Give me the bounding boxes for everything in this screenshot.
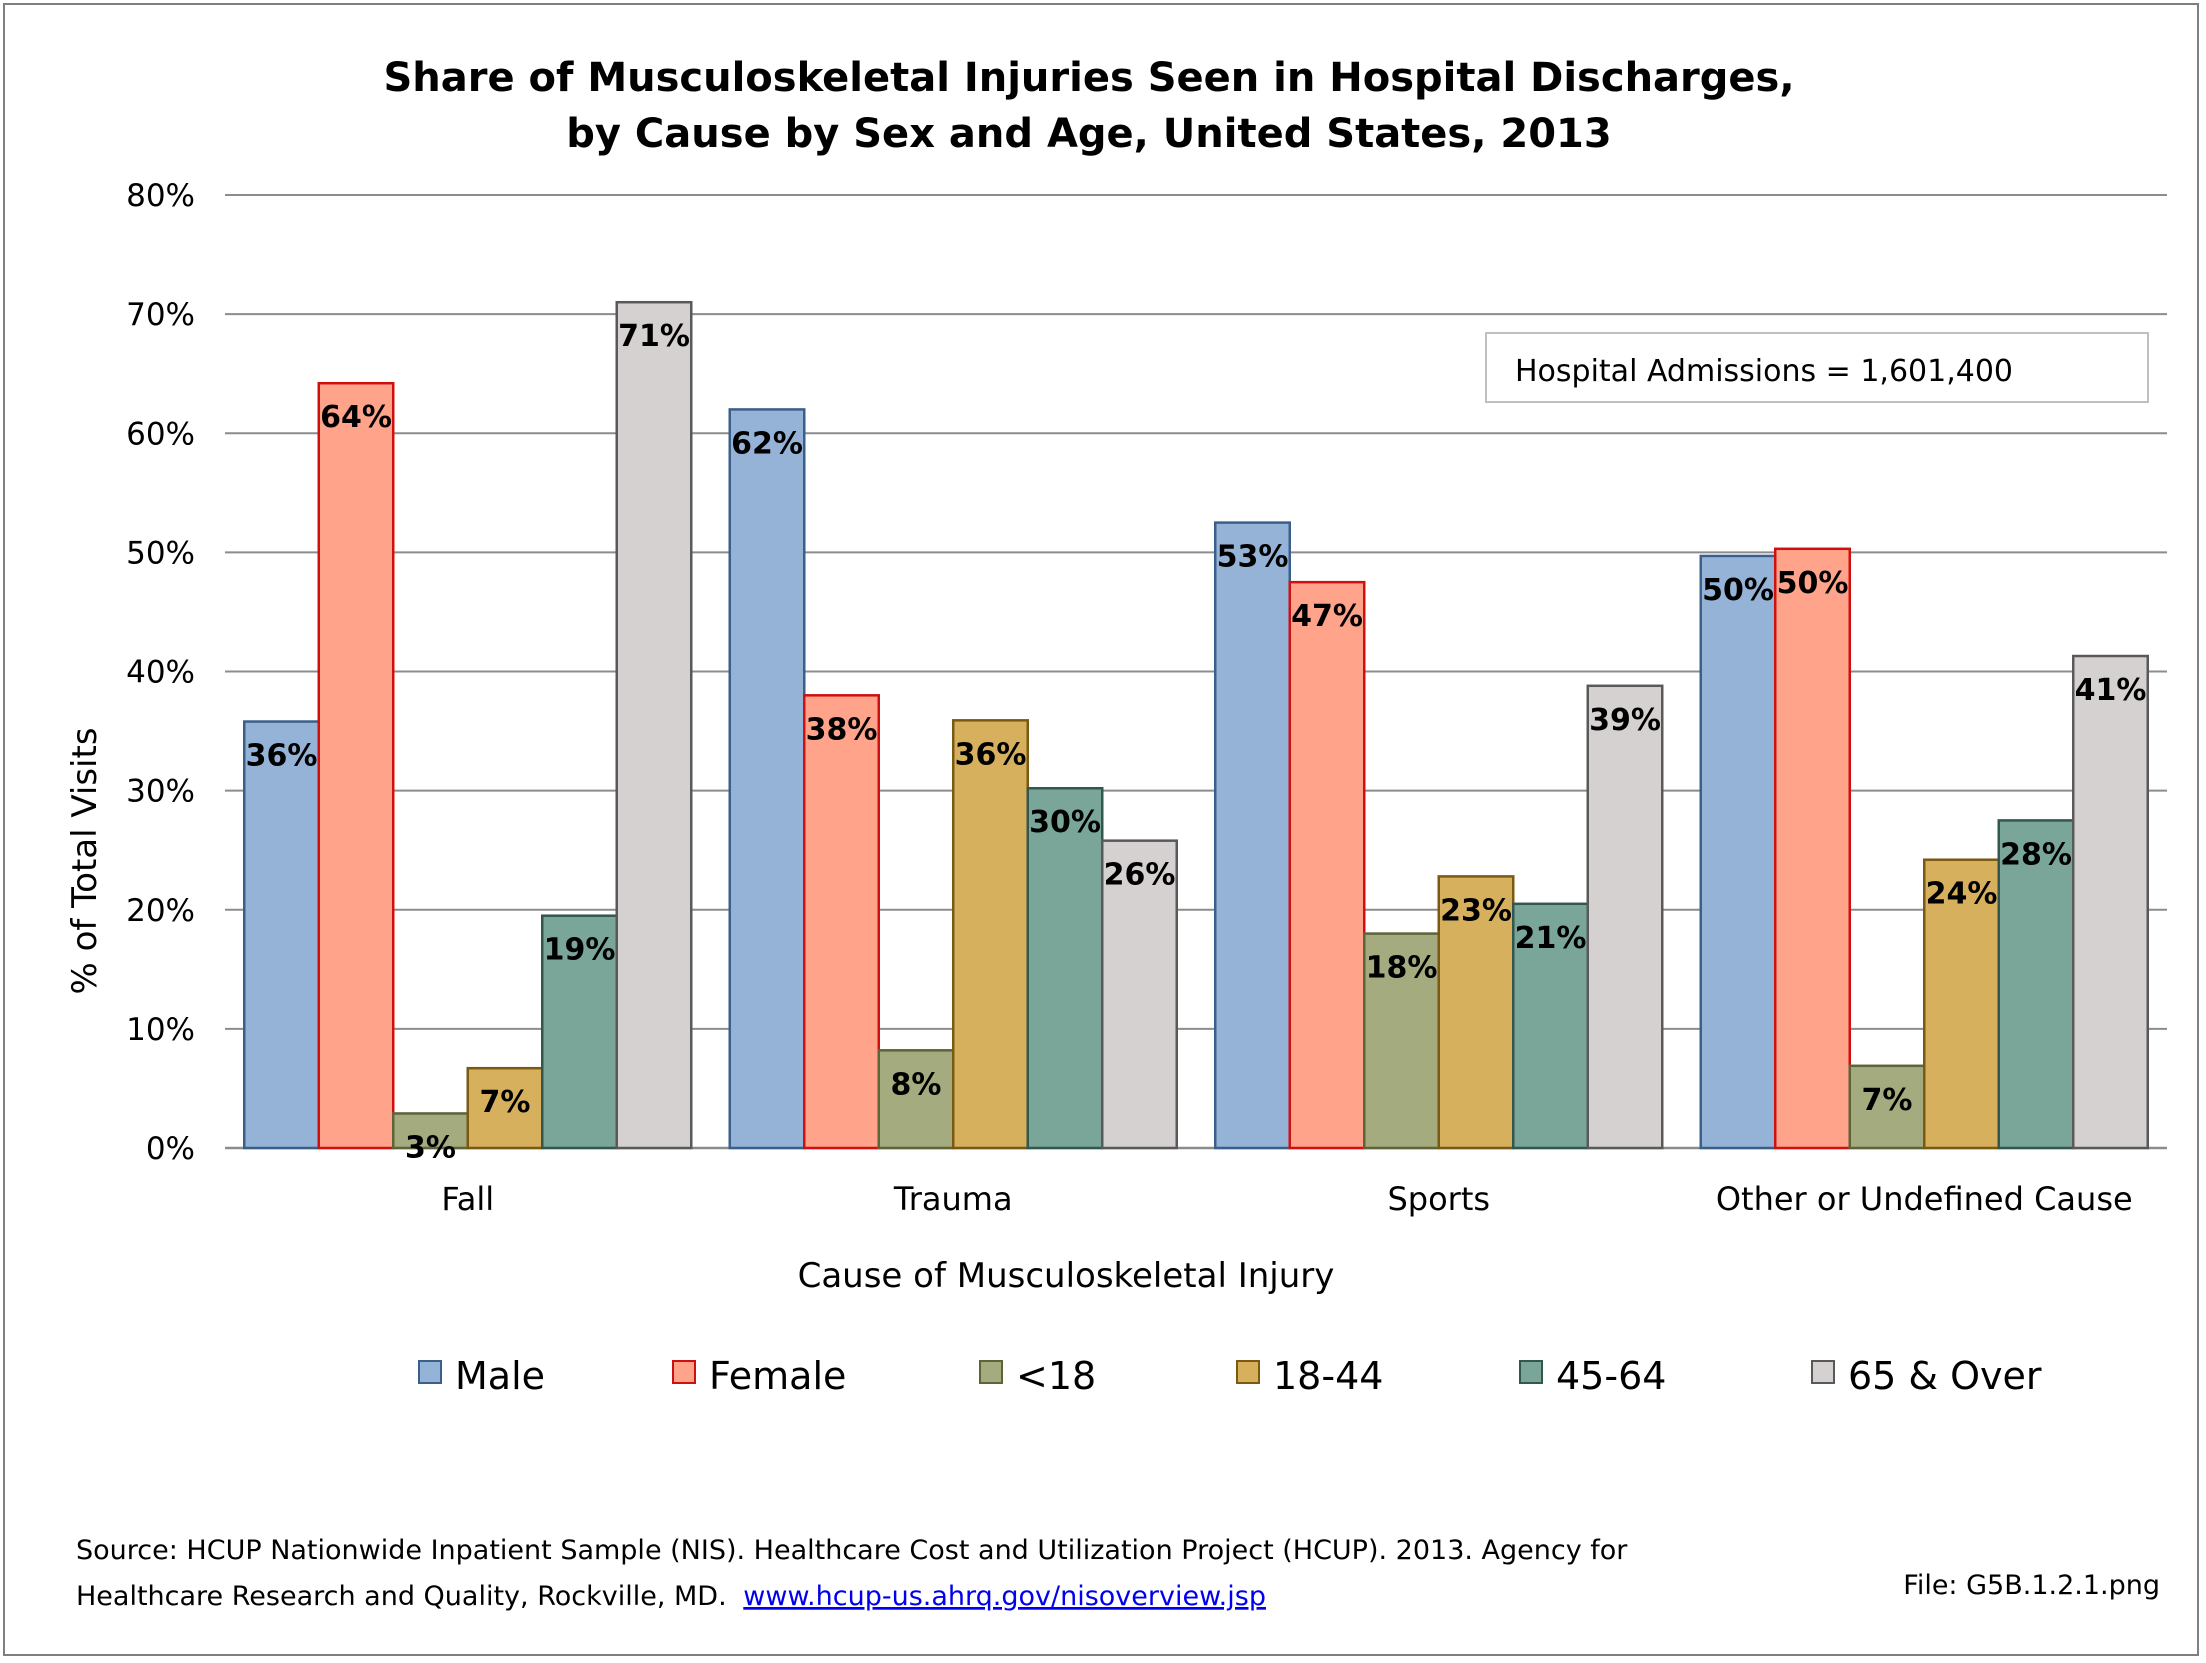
y-tick-label: 60% bbox=[126, 416, 195, 452]
bar bbox=[1101, 839, 1178, 1150]
chart-frame: Share of Musculoskeletal Injuries Seen i… bbox=[3, 3, 2199, 1656]
bar bbox=[615, 300, 693, 1150]
bar bbox=[1774, 547, 1851, 1150]
bar bbox=[1437, 875, 1515, 1150]
bar-value-label: 50% bbox=[1777, 566, 1849, 601]
bar-value-label: 71% bbox=[618, 319, 690, 354]
bar-value-label: 26% bbox=[1104, 858, 1176, 893]
bar-value-label: 53% bbox=[1217, 540, 1289, 575]
bar bbox=[1586, 684, 1664, 1150]
source-link[interactable]: www.hcup-us.ahrq.gov/nisoverview.jsp bbox=[743, 1581, 1266, 1612]
bar bbox=[803, 694, 880, 1150]
legend-item: <18 bbox=[979, 1354, 1096, 1398]
legend-swatch bbox=[672, 1360, 696, 1384]
legend-item: 18-44 bbox=[1236, 1354, 1383, 1398]
bar bbox=[1288, 580, 1366, 1150]
y-tick-label: 10% bbox=[126, 1012, 195, 1048]
legend-swatch bbox=[1236, 1360, 1260, 1384]
annotation-box: Hospital Admissions = 1,601,400 bbox=[1485, 332, 2149, 403]
y-tick-label: 50% bbox=[126, 535, 195, 571]
bar-value-label: 21% bbox=[1515, 921, 1587, 956]
bar-value-label: 36% bbox=[955, 737, 1027, 772]
y-tick-label: 20% bbox=[126, 893, 195, 929]
bar bbox=[1997, 819, 2075, 1150]
chart-title-line-2: by Cause by Sex and Age, United States, … bbox=[566, 111, 1611, 157]
y-axis-title: % of Total Visits bbox=[65, 727, 105, 994]
file-name: File: G5B.1.2.1.png bbox=[1903, 1570, 2160, 1601]
source-line-2-text: Healthcare Research and Quality, Rockvil… bbox=[76, 1581, 727, 1612]
bar-value-label: 47% bbox=[1291, 599, 1363, 634]
bar bbox=[1923, 858, 2000, 1150]
legend-item: 65 & Over bbox=[1811, 1354, 2042, 1398]
chart-title-line-1: Share of Musculoskeletal Injuries Seen i… bbox=[383, 55, 1794, 101]
y-tick-label: 80% bbox=[126, 178, 195, 214]
bar-value-label: 19% bbox=[544, 933, 616, 968]
y-tick-label: 30% bbox=[126, 774, 195, 810]
bar-value-label: 24% bbox=[1926, 877, 1998, 912]
bar bbox=[877, 1049, 955, 1150]
x-category-label: Trauma bbox=[893, 1180, 1013, 1218]
bar bbox=[243, 720, 320, 1150]
legend-label: <18 bbox=[1016, 1354, 1096, 1398]
bar bbox=[541, 914, 618, 1150]
bar-value-label: 3% bbox=[405, 1130, 456, 1165]
bar-value-label: 50% bbox=[1702, 573, 1774, 608]
legend-label: Male bbox=[455, 1354, 545, 1398]
bar bbox=[2072, 654, 2149, 1150]
bar-value-label: 62% bbox=[731, 426, 803, 461]
bars bbox=[243, 300, 2149, 1150]
bar-labels: 36%64%3%7%19%71%62%38%8%36%30%26%53%47%1… bbox=[246, 319, 2147, 1165]
y-tick-label: 40% bbox=[126, 655, 195, 691]
x-axis-title: Cause of Musculoskeletal Injury bbox=[798, 1256, 1335, 1296]
bar-value-label: 30% bbox=[1029, 805, 1101, 840]
bar-value-label: 7% bbox=[1862, 1083, 1913, 1118]
hospital-admissions-note: Hospital Admissions = 1,601,400 bbox=[1515, 354, 2013, 389]
legend-swatch bbox=[1811, 1360, 1835, 1384]
bar-value-label: 28% bbox=[2000, 837, 2072, 872]
x-axis-categories: Fall Trauma Sports Other or Undefined Cause bbox=[441, 1180, 2132, 1218]
legend-swatch bbox=[418, 1360, 442, 1384]
legend-label: 65 & Over bbox=[1848, 1354, 2042, 1398]
y-tick-label: 0% bbox=[146, 1131, 195, 1167]
bar-value-label: 38% bbox=[806, 712, 878, 747]
x-category-label: Other or Undefined Cause bbox=[1716, 1180, 2133, 1218]
legend-item: Female bbox=[672, 1354, 846, 1398]
bar-value-label: 41% bbox=[2075, 673, 2147, 708]
y-tick-label: 70% bbox=[126, 297, 195, 333]
bar bbox=[952, 719, 1029, 1150]
legend-label: 18-44 bbox=[1273, 1354, 1383, 1398]
bar bbox=[1512, 902, 1589, 1150]
bar-value-label: 36% bbox=[246, 739, 318, 774]
source-line-2: Healthcare Research and Quality, Rockvil… bbox=[76, 1581, 1266, 1612]
bar-value-label: 8% bbox=[891, 1067, 942, 1102]
legend: Male Female <18 18-44 45-64 65 & Over bbox=[418, 1354, 2042, 1398]
y-axis-ticks: 0% 10% 20% 30% 40% 50% 60% 70% 80% bbox=[126, 178, 195, 1167]
legend-item: Male bbox=[418, 1354, 545, 1398]
bar-chart: Share of Musculoskeletal Injuries Seen i… bbox=[65, 55, 2167, 1612]
bar bbox=[1699, 554, 1777, 1150]
x-category-label: Sports bbox=[1387, 1180, 1490, 1218]
bar-value-label: 64% bbox=[320, 400, 392, 435]
x-category-label: Fall bbox=[441, 1180, 494, 1218]
bar-value-label: 39% bbox=[1589, 703, 1661, 738]
bar bbox=[1026, 786, 1104, 1150]
bar bbox=[1848, 1064, 1926, 1150]
bar-value-label: 23% bbox=[1440, 893, 1512, 928]
legend-swatch bbox=[1519, 1360, 1543, 1384]
legend-label: 45-64 bbox=[1556, 1354, 1666, 1398]
source-line-1: Source: HCUP Nationwide Inpatient Sample… bbox=[76, 1535, 1628, 1566]
bar-value-label: 7% bbox=[480, 1085, 531, 1120]
legend-label: Female bbox=[709, 1354, 846, 1398]
bar bbox=[1214, 521, 1291, 1150]
bar-value-label: 18% bbox=[1366, 951, 1438, 986]
bar bbox=[317, 381, 395, 1150]
bar bbox=[1363, 932, 1440, 1150]
bar bbox=[728, 408, 806, 1150]
bar bbox=[466, 1066, 544, 1150]
legend-item: 45-64 bbox=[1519, 1354, 1666, 1398]
legend-swatch bbox=[979, 1360, 1003, 1384]
